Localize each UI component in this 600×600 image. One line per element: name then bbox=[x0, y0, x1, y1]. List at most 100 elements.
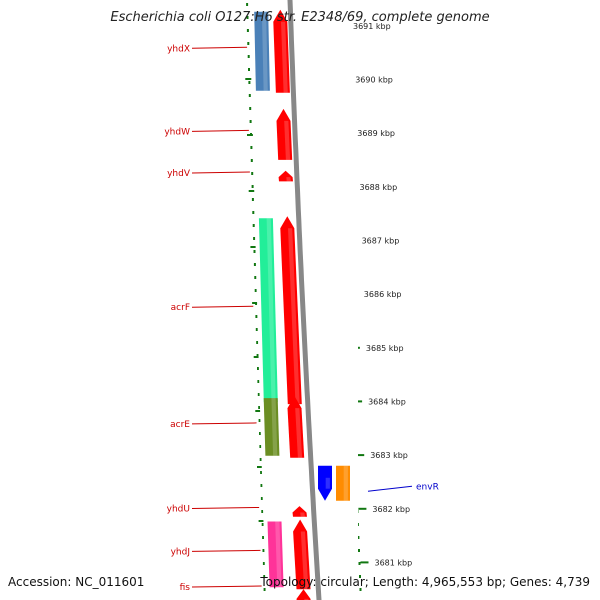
major-tick-mark bbox=[356, 454, 365, 457]
gene-acrf-cog-block-shine bbox=[266, 218, 276, 403]
inner-dot-mark bbox=[251, 185, 254, 188]
inner-dot-mark bbox=[263, 588, 266, 591]
inner-dot-mark bbox=[251, 198, 254, 201]
inner-dot-mark bbox=[262, 549, 265, 552]
gene-acrf-cog-block-body bbox=[258, 218, 278, 403]
inner-dot-mark bbox=[253, 237, 256, 240]
gene-envr-arrow-shine bbox=[325, 477, 330, 489]
gene-envr-leader-line bbox=[367, 485, 413, 492]
inner-dot-mark bbox=[246, 16, 249, 19]
inner-dot-mark bbox=[246, 3, 249, 6]
outer-dot-mark bbox=[358, 562, 361, 565]
scale-tick-label: 3689 kbp bbox=[357, 129, 395, 138]
gene-fis-label: fis bbox=[180, 583, 191, 593]
gene-yhdx-cog-block bbox=[254, 11, 270, 91]
gene-acrf-arrow bbox=[280, 216, 302, 405]
inner-dot-mark bbox=[254, 289, 257, 292]
gene-acrf-arrow-body bbox=[280, 216, 302, 405]
major-tick-mark bbox=[358, 507, 367, 510]
inner-dot-mark bbox=[246, 29, 249, 32]
gene-yhdu-leader-line bbox=[191, 506, 260, 509]
gene-acrf-cog-block bbox=[258, 218, 278, 403]
gene-yhdu-arrow-shine bbox=[300, 512, 305, 517]
inner-dot-mark bbox=[253, 250, 256, 253]
outer-dot-mark bbox=[357, 536, 360, 539]
gene-acre-cog-block bbox=[263, 398, 280, 456]
gene-yhdx-arrow-body bbox=[273, 9, 290, 93]
gene-yhdj-label: yhdJ bbox=[171, 547, 190, 557]
inner-dot-mark bbox=[257, 393, 260, 396]
inner-dot-mark bbox=[259, 432, 261, 435]
gene-yhdj-cog-block-body bbox=[267, 521, 284, 588]
inner-dot-mark bbox=[259, 445, 262, 448]
gene-envr-arrow-body bbox=[318, 465, 332, 501]
gene-fis-leader-line bbox=[191, 585, 262, 588]
scale-tick-label: 3686 kbp bbox=[364, 290, 402, 299]
inner-dot-mark bbox=[253, 263, 256, 266]
inner-dot-mark bbox=[259, 458, 262, 461]
minor-tick-mark bbox=[252, 302, 259, 304]
outer-dot-mark bbox=[358, 549, 360, 552]
gene-yhdj-cog-block-shine bbox=[275, 521, 282, 588]
gene-yhdv-label: yhdV bbox=[167, 169, 191, 179]
gene-yhdx-leader-line bbox=[191, 46, 248, 49]
genome-summary-text: Topology: circular; Length: 4,965,553 bp… bbox=[260, 575, 590, 589]
gene-yhdx-label: yhdX bbox=[167, 44, 190, 54]
gene-yhdw-arrow bbox=[276, 108, 293, 160]
inner-dot-mark bbox=[254, 276, 257, 279]
gene-yhdx-arrow bbox=[273, 9, 290, 93]
inner-dot-mark bbox=[248, 68, 250, 71]
scale-tick-label: 3683 kbp bbox=[370, 451, 408, 460]
gene-yhdx-cog-block-body bbox=[254, 11, 270, 91]
scale-tick-label: 3685 kbp bbox=[366, 344, 404, 353]
gene-yhdw-leader-line bbox=[191, 129, 249, 132]
scale-tick-label: 3688 kbp bbox=[360, 183, 398, 192]
inner-dot-mark bbox=[247, 42, 250, 45]
inner-dot-mark bbox=[255, 315, 258, 318]
scale-tick-label: 3690 kbp bbox=[355, 75, 393, 84]
gene-yhdj-arrow bbox=[293, 519, 311, 590]
label-layer: 3691 kbp 3690 kbp 3689 kbp 3688 kbp 3687 kbp… bbox=[164, 22, 438, 593]
inner-dot-mark bbox=[247, 55, 250, 58]
gene-acre-arrow bbox=[287, 396, 305, 458]
gene-yhdw-label: yhdW bbox=[164, 127, 190, 137]
inner-dot-mark bbox=[255, 328, 258, 331]
inner-dot-mark bbox=[248, 81, 251, 84]
gene-yhdw-arrow-body bbox=[276, 108, 293, 160]
inner-dot-mark bbox=[261, 523, 264, 526]
minor-tick-mark bbox=[255, 410, 262, 412]
inner-dot-mark bbox=[262, 562, 265, 565]
inner-dot-mark bbox=[250, 159, 253, 162]
gene-fis-arrow-body bbox=[296, 589, 311, 600]
gene-envr-cog-block-shine bbox=[343, 465, 348, 501]
gene-yhdv-arrow-shine bbox=[286, 177, 291, 182]
gene-yhdj-arrow-body bbox=[293, 519, 311, 590]
gene-envr-arrow bbox=[318, 465, 332, 501]
genome-backbone bbox=[287, 0, 322, 600]
inner-dot-mark bbox=[256, 354, 259, 357]
map-title: Escherichia coli O127:H6 str. E2348/69, … bbox=[110, 10, 490, 25]
major-tick-mark bbox=[360, 561, 369, 564]
inner-dot-mark bbox=[258, 406, 261, 409]
gene-acrf-leader-line bbox=[191, 305, 254, 308]
inner-dot-mark bbox=[257, 367, 259, 370]
gene-yhdw-arrow-shine bbox=[284, 120, 291, 160]
minor-tick-mark bbox=[250, 246, 257, 248]
gene-envr-cog-block-body bbox=[336, 465, 350, 501]
inner-dot-mark bbox=[252, 224, 255, 227]
gene-acre-arrow-shine bbox=[295, 408, 303, 458]
minor-tick-mark bbox=[253, 356, 260, 358]
gene-acre-cog-block-body bbox=[263, 398, 280, 456]
outer-dot-mark bbox=[359, 575, 361, 578]
inner-dot-mark bbox=[260, 471, 263, 474]
minor-tick-mark bbox=[245, 78, 252, 80]
gene-acrf-label: acrF bbox=[171, 303, 190, 313]
gene-yhdv-leader-line bbox=[191, 171, 250, 174]
gene-acrf-arrow-shine bbox=[288, 228, 300, 405]
minor-tick-mark bbox=[257, 466, 263, 468]
inner-dot-mark bbox=[262, 536, 265, 539]
inner-dot-mark bbox=[256, 341, 259, 344]
gene-yhdx-arrow-shine bbox=[281, 21, 288, 93]
inner-dot-mark bbox=[258, 419, 261, 422]
